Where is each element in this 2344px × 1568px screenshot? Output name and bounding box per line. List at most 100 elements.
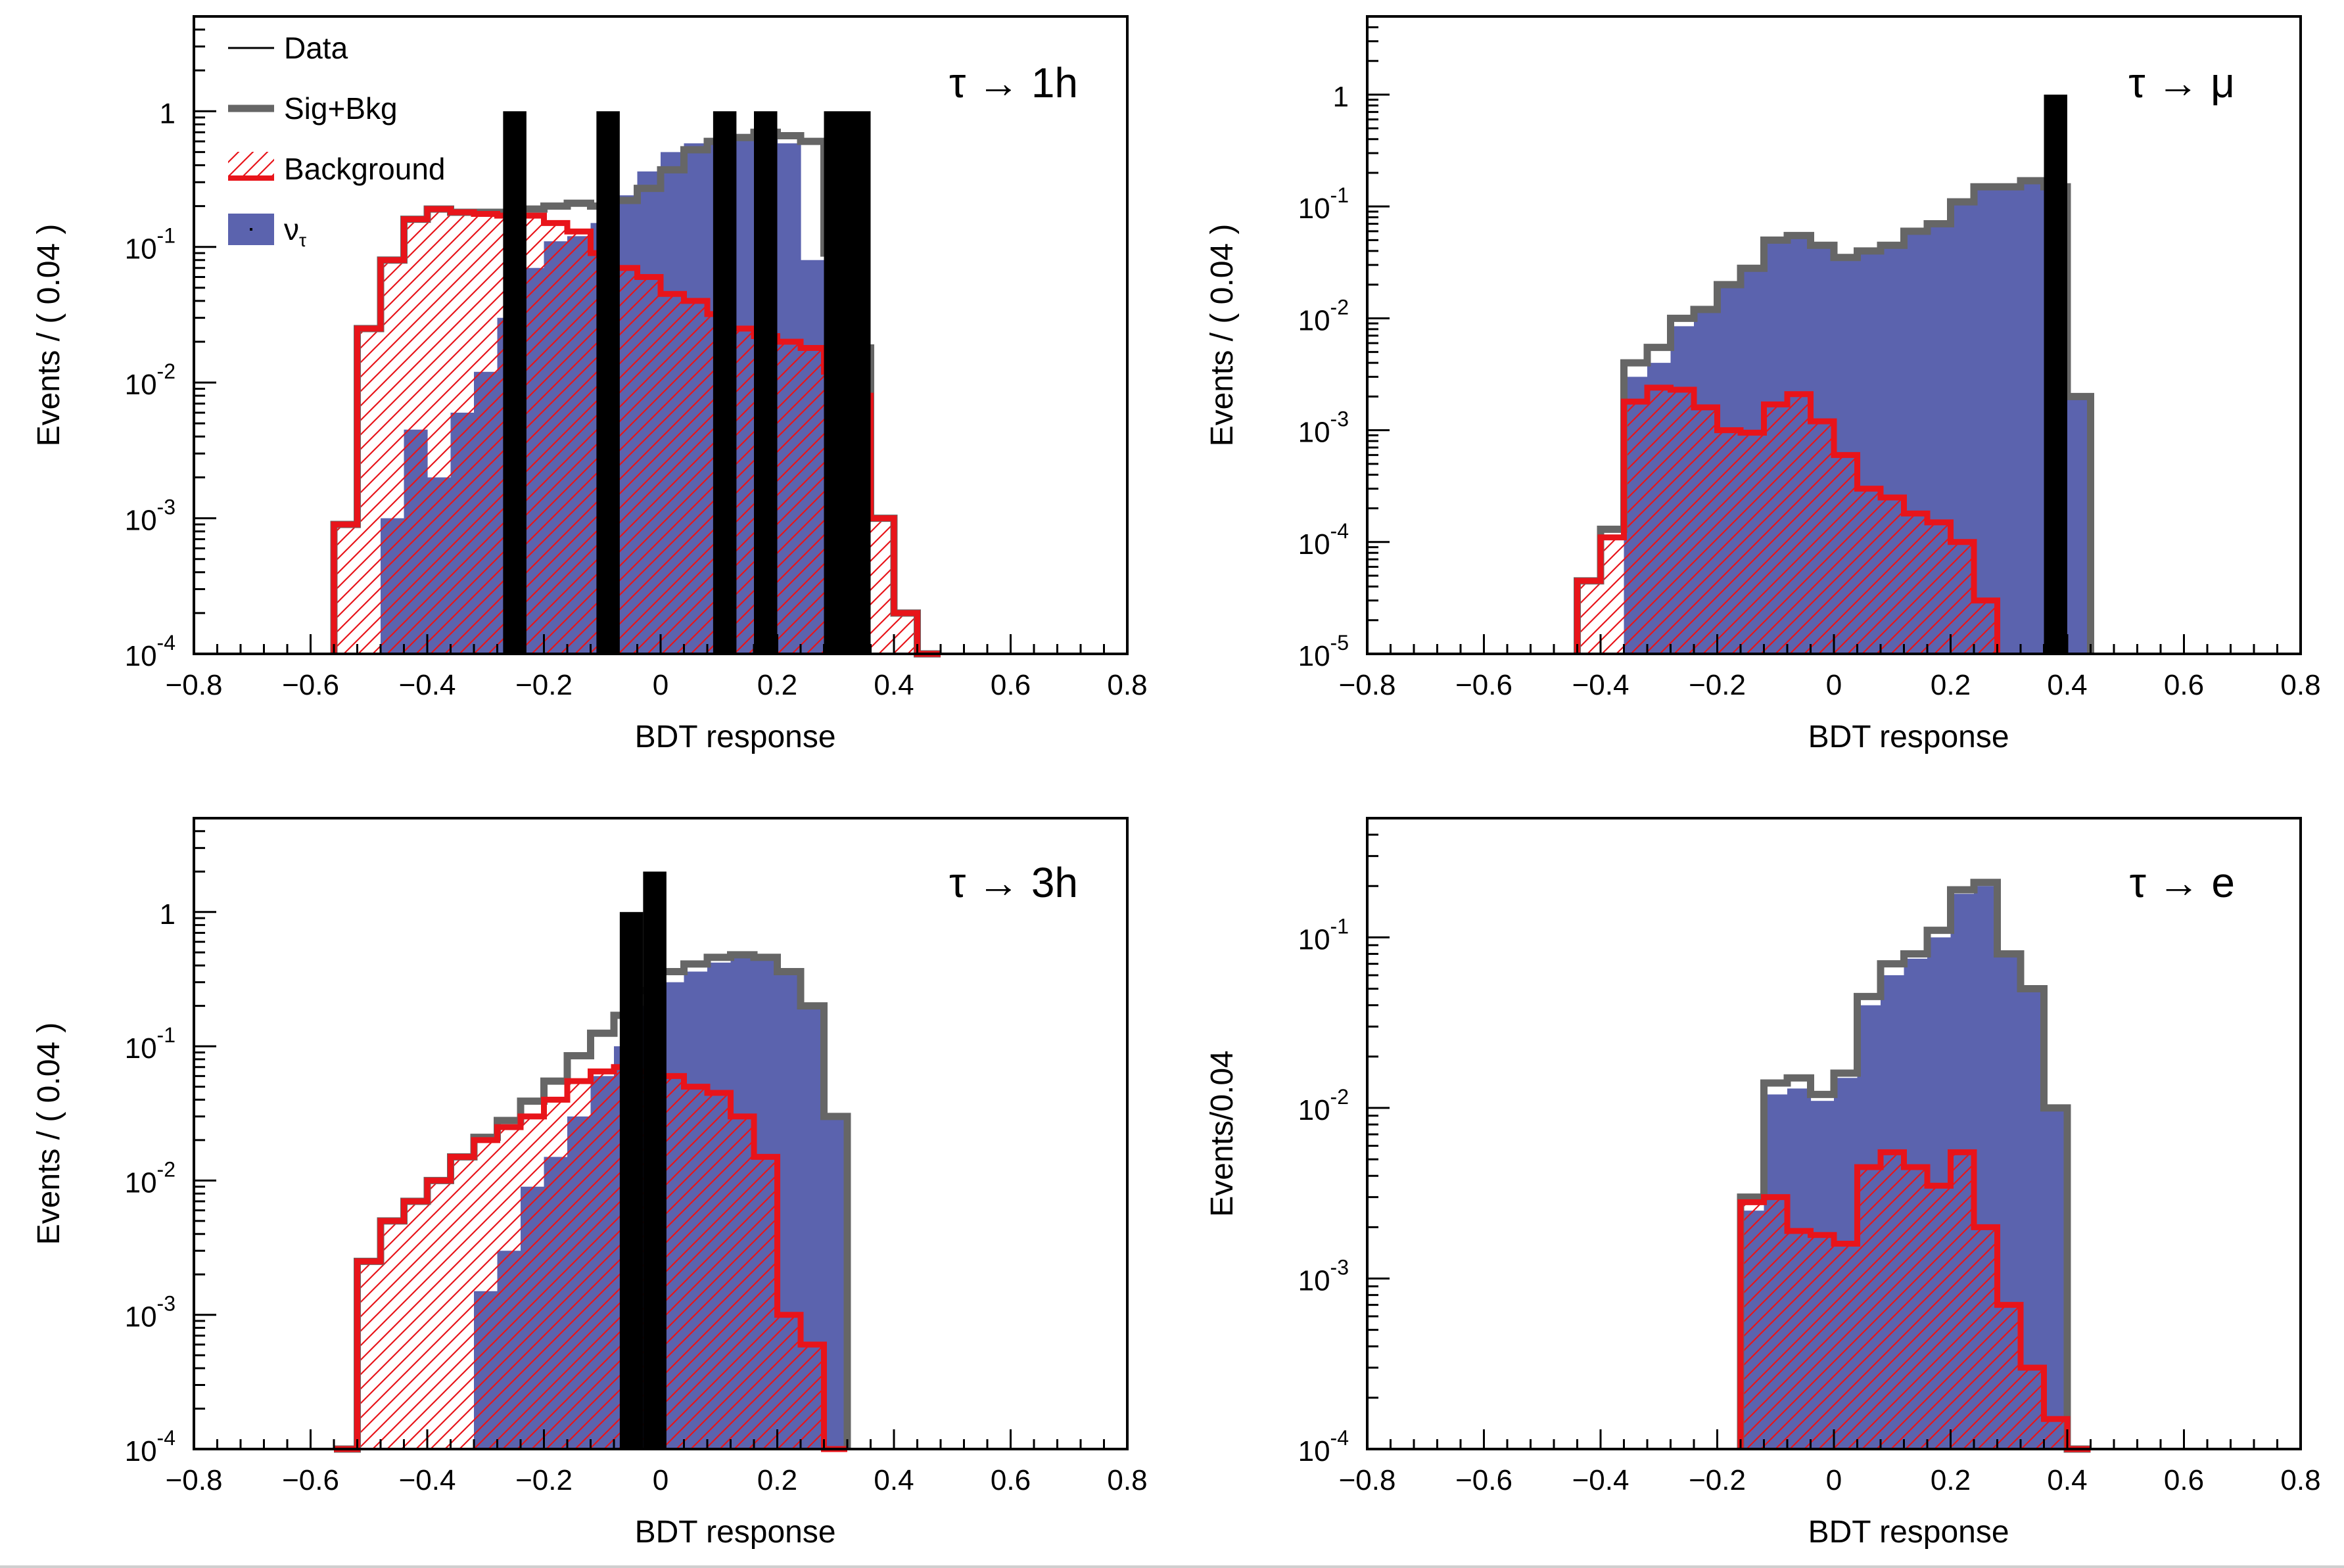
legend-label: ντ	[284, 212, 306, 250]
x-tick-label: 0.4	[2047, 669, 2087, 701]
x-tick-label: −0.8	[1339, 669, 1396, 701]
legend: Data Sig+Bkg Background ντ	[228, 31, 446, 250]
y-tick-label: 10-2	[125, 359, 176, 401]
x-tick-label: 0	[653, 1464, 668, 1496]
x-tick-label: −0.4	[1572, 1464, 1629, 1496]
y-tick-label: 10-4	[125, 631, 176, 672]
x-tick-label: −0.4	[399, 669, 456, 701]
x-tick-label: 0.8	[1107, 1464, 1147, 1496]
y-tick-label: 10-3	[1298, 407, 1349, 449]
data-bar	[503, 111, 527, 655]
y-tick-label: 10-2	[125, 1157, 176, 1199]
x-tick-label: 0.8	[1107, 669, 1147, 701]
x-axis-title: BDT response	[635, 720, 836, 754]
chart-panel-2: −0.8 −0.6 −0.4 −0.2 0 0.2 0.4 0.6 0.8 10-5 10-4 10-…	[1205, 15, 2321, 754]
panel-title: τ → e	[2130, 859, 2235, 906]
x-tick-label: 0.6	[2164, 669, 2204, 701]
x-tick-label: 0.6	[991, 669, 1031, 701]
y-tick-label: 1	[1333, 81, 1349, 113]
x-tick-label: −0.2	[515, 669, 573, 701]
x-tick-label: 0.2	[757, 1464, 797, 1496]
chart-panel-3: −0.8 −0.6 −0.4 −0.2 0 0.2 0.4 0.6 0.8 10-4 10-3 10-…	[32, 817, 1148, 1550]
y-tick-label: 10-1	[125, 1023, 176, 1065]
x-tick-label: 0.2	[757, 669, 797, 701]
background-hatch	[1741, 1152, 2091, 1449]
y-axis-title: Events / ( 0.04 )	[32, 224, 66, 447]
data-bar	[824, 111, 847, 655]
x-tick-label: −0.6	[282, 1464, 339, 1496]
y-tick-label: 10-2	[1298, 295, 1349, 336]
y-tick-label: 10-1	[1298, 183, 1349, 225]
data-bar	[596, 111, 620, 655]
x-axis-title: BDT response	[1808, 720, 2009, 754]
x-tick-label: −0.8	[166, 1464, 223, 1496]
x-axis-title: BDT response	[635, 1515, 836, 1550]
bottom-rule	[0, 1565, 2344, 1568]
legend-signal-marker	[250, 228, 252, 231]
x-tick-label: 0.8	[2280, 1464, 2320, 1496]
x-tick-label: 0.4	[874, 669, 914, 701]
x-tick-label: −0.2	[1689, 669, 1746, 701]
chart-panel-1: −0.8 −0.6 −0.4 −0.2 0 0.2 0.4 0.6 0.8 10-4 10-3 10-…	[32, 15, 1148, 754]
y-tick-label: 10-4	[125, 1426, 176, 1467]
background-line	[1737, 1149, 2091, 1452]
data-bar	[847, 111, 871, 655]
signal-bar	[1974, 187, 1998, 655]
y-tick-label: 10-3	[1298, 1255, 1349, 1297]
x-tick-label: 0.2	[1931, 1464, 1971, 1496]
legend-label: Background	[284, 152, 446, 186]
panel-title: τ → 1h	[949, 59, 1078, 106]
sig-bkg-line	[1737, 879, 2091, 1453]
background-hatch	[334, 1067, 847, 1449]
panel-title: τ → μ	[2128, 59, 2235, 106]
legend-background-hatch	[228, 152, 274, 178]
y-tick-label: 10-3	[125, 496, 176, 537]
x-tick-label: −0.6	[282, 669, 339, 701]
x-tick-label: 0	[1826, 1464, 1842, 1496]
data-bar	[619, 911, 644, 1449]
y-tick-label: 10-1	[1298, 914, 1349, 956]
data-bar	[643, 871, 667, 1449]
sig-bkg-line	[1574, 177, 2094, 654]
background-hatch	[334, 209, 941, 654]
y-tick-label: 1	[160, 97, 176, 129]
y-axis-title: Events/0.04	[1205, 1050, 1240, 1217]
y-tick-label: 10-4	[1298, 519, 1349, 561]
signal-bar	[1997, 187, 2021, 655]
x-tick-label: 0.6	[2164, 1464, 2204, 1496]
y-tick-label: 10-2	[1298, 1085, 1349, 1126]
x-tick-label: 0	[1826, 669, 1842, 701]
y-axis-title: Events / ( 0.04 )	[32, 1023, 66, 1245]
x-tick-label: 0	[653, 669, 668, 701]
x-tick-label: 0.4	[2047, 1464, 2087, 1496]
x-tick-label: −0.4	[399, 1464, 456, 1496]
y-tick-label: 10-5	[1298, 631, 1349, 672]
panels: −0.8 −0.6 −0.4 −0.2 0 0.2 0.4 0.6 0.8 10-4 10-3 10-…	[32, 15, 2321, 1550]
data-bar	[754, 111, 778, 655]
x-tick-label: −0.4	[1572, 669, 1629, 701]
y-axis-title: Events / ( 0.04 )	[1205, 224, 1240, 447]
x-tick-label: 0.6	[991, 1464, 1031, 1496]
x-tick-label: −0.6	[1455, 669, 1512, 701]
x-tick-label: −0.8	[166, 669, 223, 701]
y-tick-label: 10-1	[125, 224, 176, 265]
x-axis-title: BDT response	[1808, 1515, 2009, 1550]
x-tick-label: 0.4	[874, 1464, 914, 1496]
x-tick-label: −0.8	[1339, 1464, 1396, 1496]
panel-title: τ → 3h	[949, 859, 1078, 906]
x-tick-label: 0.8	[2280, 669, 2320, 701]
y-tick-label: 10-3	[125, 1292, 176, 1333]
x-tick-label: −0.6	[1455, 1464, 1512, 1496]
x-tick-label: −0.2	[515, 1464, 573, 1496]
data-bar	[2044, 94, 2067, 655]
legend-label: Data	[284, 31, 348, 65]
background-line	[1574, 384, 2000, 654]
background-hatch	[1577, 387, 1998, 654]
x-tick-label: 0.2	[1931, 669, 1971, 701]
y-tick-label: 10-4	[1298, 1426, 1349, 1467]
data-bar	[713, 111, 737, 655]
signal-bar	[2021, 180, 2045, 654]
background-line	[334, 1064, 847, 1452]
chart-panel-4: −0.8 −0.6 −0.4 −0.2 0 0.2 0.4 0.6 0.8 10-4 10-3 10-…	[1205, 817, 2321, 1550]
